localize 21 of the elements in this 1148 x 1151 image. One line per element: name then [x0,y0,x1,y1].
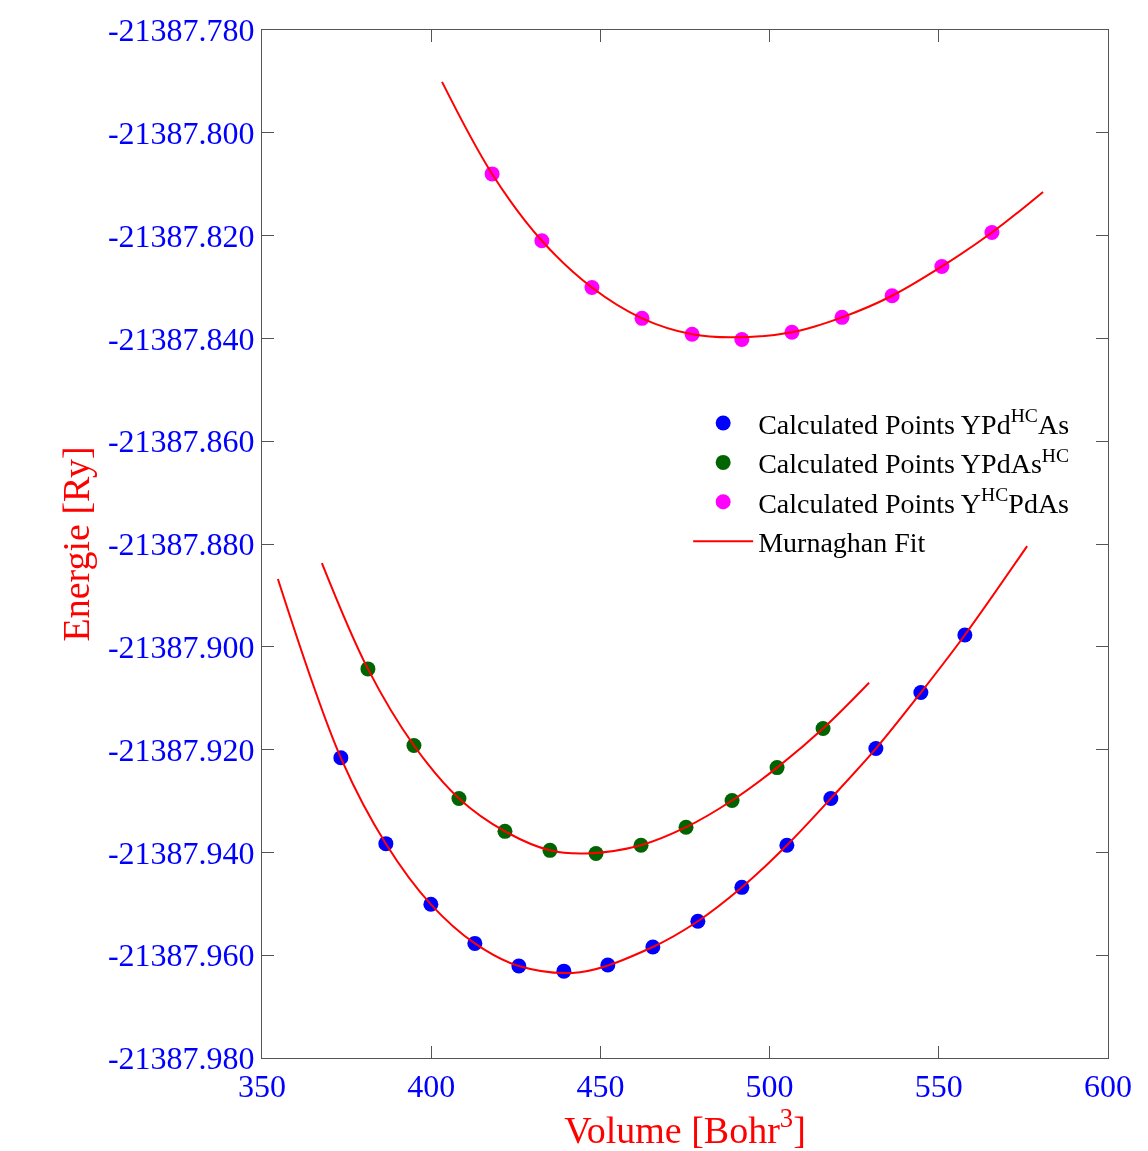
y-tick-label: -21387.940 [107,834,255,871]
legend-label: Calculated Points YPdAs$^{HC}$ [758,444,1070,480]
y-tick-label: -21387.960 [107,937,255,974]
x-tick-label: 600 [1084,1068,1132,1105]
x-tick-label: 500 [745,1068,794,1105]
y-tick-label: -21387.860 [107,423,255,460]
legend-label: Calculated Points YPd$^{HC}$As [758,405,1070,440]
y-axis-title: Energie [Ry] [55,446,98,642]
x-axis-title: Volume [Bohr$^{3}$] [564,1103,806,1151]
y-tick-label: -21387.820 [107,217,255,254]
y-tick-label: -21387.880 [107,526,255,563]
y-tick-label: -21387.920 [107,731,255,768]
y-tick-label: -21387.780 [107,12,255,49]
legend-label: Calculated Points Y$^{HC}$PdAs [758,483,1070,519]
legend-label: Murnaghan Fit [758,527,926,559]
x-tick-label: 550 [914,1068,963,1105]
y-tick-label: -21387.840 [107,320,255,357]
x-tick-label: 400 [407,1068,456,1105]
x-tick-label: 450 [576,1068,625,1105]
y-tick-label: -21387.800 [107,115,255,151]
y-tick-label: -21387.900 [107,629,255,665]
